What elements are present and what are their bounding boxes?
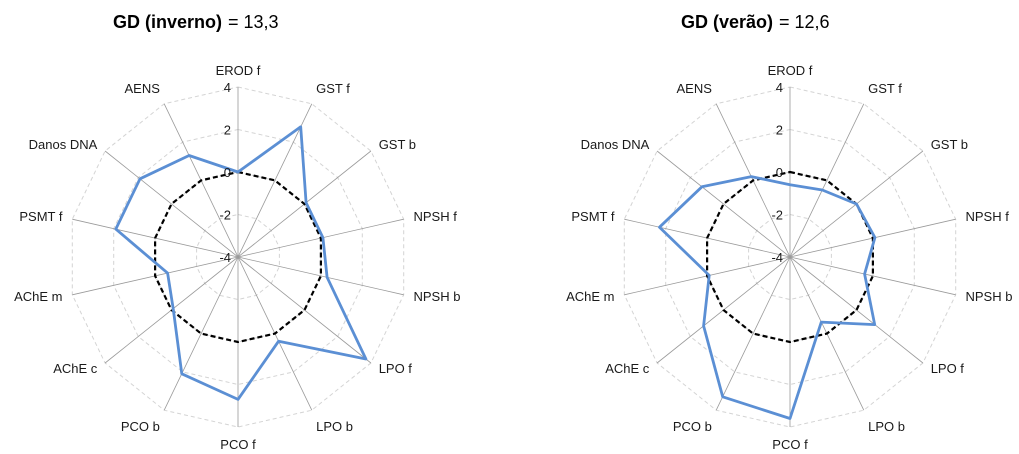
axis-label: GST f [868,81,902,96]
spoke-line [237,256,404,296]
tick-label: 2 [776,123,783,138]
axis-label: PCO f [772,437,808,452]
chart-title-name: GD (verão) [681,12,773,32]
series-line [658,175,877,420]
radar-chart-verao: GD (verão) = 12,6 4 2 0 -2 -4 EROD f GST f GST … [566,12,1012,452]
axis-label: PSMT f [19,209,62,224]
spoke-line [656,150,791,258]
grid-ring [196,213,280,301]
axis-label: NPSH f [414,209,458,224]
axis-label: AChE c [53,361,98,376]
axis-label: GST b [931,137,968,152]
axis-label: EROD f [768,63,813,78]
tick-label: 4 [776,80,783,95]
spoke-line [237,256,372,364]
tick-label: -2 [219,208,231,223]
tick-label: 0 [776,165,783,180]
tick-label: -4 [771,250,783,265]
spoke-line [789,103,865,258]
axis-label: AENS [124,81,160,96]
axis-label: LPO f [931,361,965,376]
axis-label: AChE m [14,289,62,304]
axis-label: LPO b [868,419,905,434]
axis-label: NPSH b [966,289,1013,304]
axis-label: LPO b [316,419,353,434]
axis-label: Danos DNA [581,137,650,152]
axis-label: GST f [316,81,350,96]
axis-label: LPO f [379,361,413,376]
chart-title-name: GD (inverno) [113,12,222,32]
axis-label: PCO b [121,419,160,434]
spoke-line [163,256,239,411]
axis-label: EROD f [216,63,261,78]
tick-label: 0 [224,165,231,180]
grid-ring [623,86,957,428]
grid-ring [71,86,405,428]
tick-label: -2 [771,208,783,223]
radar-chart-inverno: GD (inverno) = 13,3 4 2 0 -2 -4 EROD f GST f GS… [14,12,460,452]
spoke-line [715,256,791,411]
axis-label: PSMT f [571,209,614,224]
axis-label: PCO f [220,437,256,452]
axis-label: AChE m [566,289,614,304]
series-line [114,125,368,401]
axis-label: Danos DNA [29,137,98,152]
spoke-line [789,256,924,364]
axis-label: NPSH f [966,209,1010,224]
axis-label: PCO b [673,419,712,434]
chart-title-value: = 13,3 [228,12,279,32]
spoke-line [104,150,239,258]
spoke-line [789,256,956,296]
tick-label: -4 [219,250,231,265]
chart-title-value: = 12,6 [779,12,830,32]
axis-label: NPSH b [414,289,461,304]
axis-label: GST b [379,137,416,152]
tick-label: 2 [224,123,231,138]
tick-label: 4 [224,80,231,95]
grid-ring [748,213,832,301]
axis-label: AENS [676,81,712,96]
axis-label: AChE c [605,361,650,376]
series-reference-line [154,170,322,344]
